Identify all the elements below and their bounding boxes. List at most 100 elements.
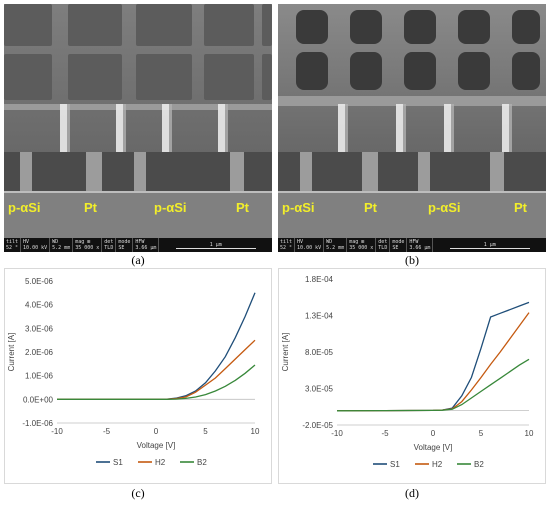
info-tilt: tilt 52 °: [4, 238, 22, 252]
info-hv: HV 10.00 kV: [21, 238, 51, 252]
legend-label-s1: S1: [390, 460, 400, 469]
sem-label-pt-4: Pt: [514, 200, 527, 215]
legend-label-s1: S1: [113, 458, 123, 467]
scale-bar: 1 μm: [159, 238, 272, 252]
panel-c: -1.0E-06 0.0E+00 1.0E-06 2.0E-06 3.0E-06 4.0E…: [4, 268, 272, 504]
legend-label-b2: B2: [474, 460, 484, 469]
sem-pillar-shade: [169, 104, 172, 196]
sem-cell: [204, 4, 254, 46]
y-tick-label: 3.0E-05: [305, 385, 334, 394]
sem-gap: [362, 152, 378, 192]
x-tick-label: -5: [103, 427, 111, 436]
y-tick-label: -2.0E-05: [302, 421, 333, 430]
x-tick-label: 10: [251, 427, 260, 436]
sem-texture-a: [4, 4, 272, 252]
y-tick-label: 2.0E-06: [25, 348, 54, 357]
sem-label-pt-3: Pt: [364, 200, 377, 215]
x-tick-label: -10: [51, 427, 63, 436]
sem-band: [278, 96, 546, 106]
info-wd: WD 5.2 mm: [50, 238, 74, 252]
x-tick-label: -5: [381, 429, 389, 438]
x-axis-title: Voltage [V]: [137, 441, 176, 450]
sem-pillar: [338, 104, 345, 196]
series-line-s1: [57, 292, 256, 400]
sem-cell: [204, 54, 254, 100]
info-det: det TLD: [102, 238, 117, 252]
sem-pillar-shade: [451, 104, 454, 196]
y-tick-label: 5.0E-06: [25, 277, 54, 286]
sem-pillar: [162, 104, 169, 196]
sem-pillar-shade: [403, 104, 406, 196]
sem-wall: [278, 152, 546, 192]
y-tick-label: 1.3E-04: [305, 312, 334, 321]
sem-cell: [296, 52, 328, 90]
scale-bar-label: 1 μm: [209, 241, 222, 248]
chart-c-plot: -1.0E-06 0.0E+00 1.0E-06 2.0E-06 3.0E-06 4.0E…: [7, 277, 260, 467]
sem-pillar: [218, 104, 225, 196]
info-mag: mag ⊞ 35 000 x: [347, 238, 377, 252]
x-tick-label: -10: [331, 429, 343, 438]
x-tick-label: 0: [431, 429, 436, 438]
sem-cell: [4, 4, 52, 46]
sem-image-a: p-αSi Pt p-αSi Pt tilt 52 ° HV 10.00 kV WD…: [4, 4, 272, 252]
scale-bar: 1 μm: [433, 238, 546, 252]
sem-cell: [262, 4, 272, 46]
sem-pillar: [444, 104, 451, 196]
y-axis-title: Current [A]: [281, 333, 290, 372]
sem-gap: [418, 152, 430, 192]
sem-cell: [68, 4, 122, 46]
sem-cell: [4, 54, 52, 100]
caption-a: (a): [131, 253, 145, 267]
series-line-s1: [336, 301, 530, 412]
x-tick-label: 5: [479, 429, 484, 438]
sem-image-b: p-αSi Pt p-αSi Pt tilt 52 ° HV 10.00 kV WD…: [278, 4, 546, 252]
info-hv: HV 10.00 kV: [295, 238, 325, 252]
sem-gap: [20, 152, 32, 192]
info-det: det TLD: [376, 238, 391, 252]
sem-pillar-shade: [123, 104, 126, 196]
chart-d: -2.0E-05 3.0E-05 8.0E-05 1.3E-04 1.8E-04 -10 -…: [278, 268, 546, 484]
caption-c: (c): [131, 486, 145, 500]
y-tick-label: 4.0E-06: [25, 301, 54, 310]
sem-pillar-shade: [509, 104, 512, 196]
y-tick-label: 1.0E-06: [25, 372, 54, 381]
sem-label-p-asi-1: p-αSi: [8, 200, 41, 215]
sem-cell: [262, 54, 272, 100]
sem-gap: [134, 152, 146, 192]
sem-label-pt-2: Pt: [236, 200, 249, 215]
x-axis-title: Voltage [V]: [414, 443, 453, 452]
sem-pillar: [116, 104, 123, 196]
sem-texture-b: [278, 4, 546, 252]
sem-pillar: [60, 104, 67, 196]
info-hfw: HFW 3.66 μm: [407, 238, 434, 252]
panel-d: -2.0E-05 3.0E-05 8.0E-05 1.3E-04 1.8E-04 -10 -…: [278, 268, 546, 504]
sem-cell: [512, 10, 540, 44]
legend-label-h2: H2: [155, 458, 166, 467]
sem-cell: [350, 10, 382, 44]
series-line-h2: [57, 339, 256, 400]
info-mode: mode SE: [390, 238, 408, 252]
caption-d: (d): [405, 486, 419, 500]
info-wd: WD 5.2 mm: [324, 238, 348, 252]
sem-substrate: [4, 192, 272, 238]
sem-label-p-asi-4: p-αSi: [428, 200, 461, 215]
y-tick-label: 8.0E-05: [305, 348, 334, 357]
y-axis-title: Current [A]: [7, 333, 16, 372]
caption-b: (b): [405, 253, 419, 267]
sem-pillar-shade: [225, 104, 228, 196]
sem-substrate: [278, 192, 546, 238]
legend-label-h2: H2: [432, 460, 443, 469]
sem-cell: [136, 54, 192, 100]
sem-pillar-shade: [345, 104, 348, 196]
sem-cell: [68, 54, 122, 100]
sem-cell: [404, 52, 436, 90]
sem-cell: [512, 52, 540, 90]
sem-pillar-shade: [67, 104, 70, 196]
y-tick-label: -1.0E-06: [22, 419, 53, 428]
x-tick-label: 0: [154, 427, 159, 436]
info-mode: mode SE: [116, 238, 134, 252]
y-tick-label: 0.0E+00: [23, 395, 54, 404]
info-tilt: tilt 52 °: [278, 238, 296, 252]
x-tick-label: 10: [525, 429, 534, 438]
series-line-h2: [336, 312, 530, 412]
